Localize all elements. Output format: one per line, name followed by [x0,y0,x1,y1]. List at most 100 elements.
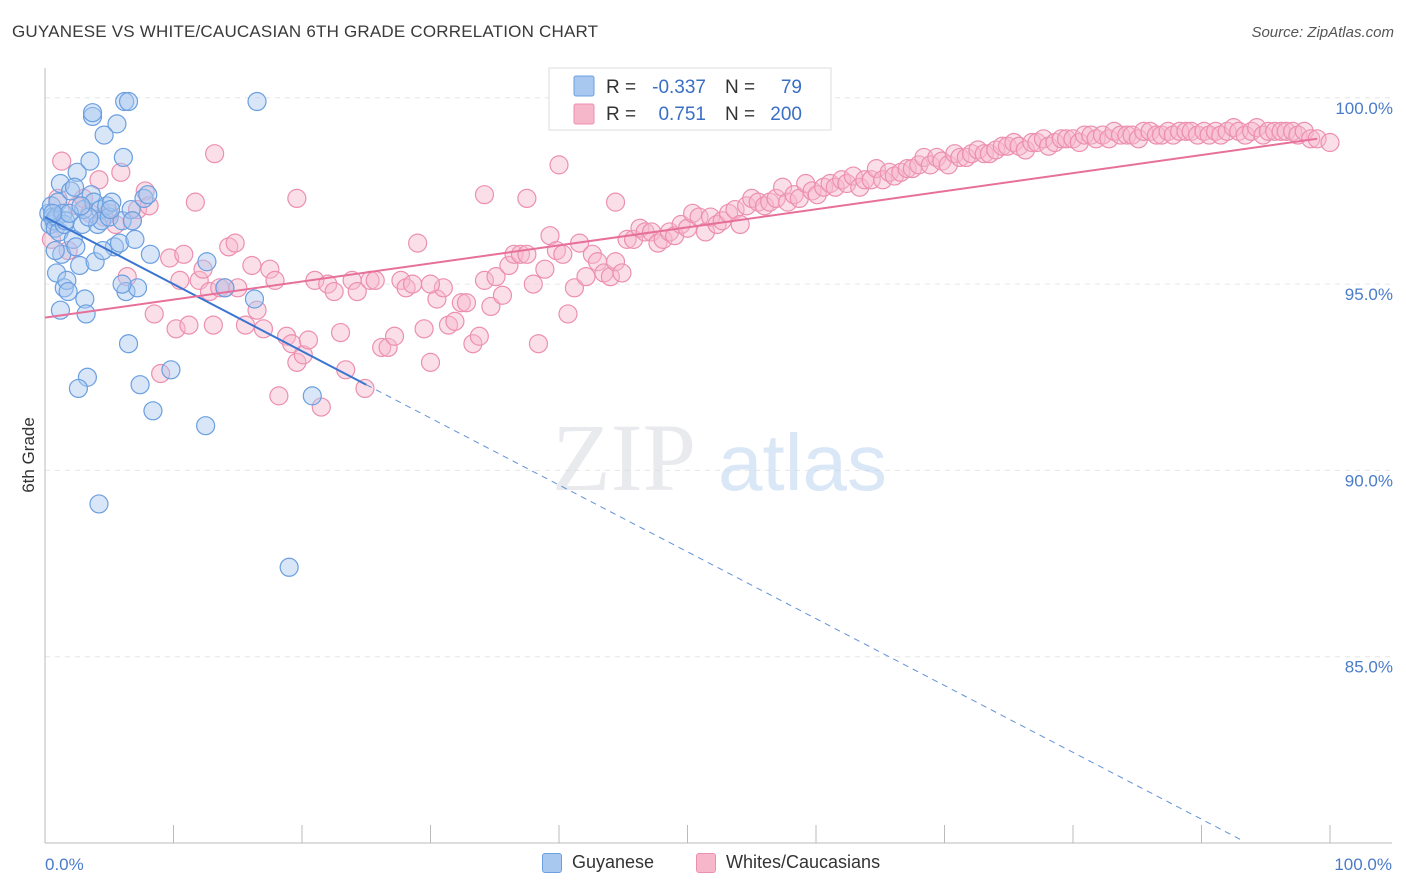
point-guyanese-73 [112,274,132,294]
point-guyanese-69 [64,177,85,197]
point-whites-36 [247,300,267,320]
point-guyanese-56 [161,360,181,380]
point-guyanese-19 [66,237,86,257]
point-guyanese-77 [89,494,109,514]
point-whites-38 [260,259,280,279]
trend-lines [44,137,1318,840]
y-axis-label: 6th Grade [19,417,38,493]
point-whites-23 [179,315,199,335]
point-whites-172 [1056,129,1077,149]
point-whites-123 [766,188,786,209]
point-whites-187 [1146,125,1167,145]
point-whites-145 [897,159,917,179]
point-guyanese-55 [143,401,163,421]
point-guyanese-17 [61,181,81,201]
point-guyanese-46 [118,334,139,354]
y-tick-label-0: 85.0% [1345,658,1393,677]
point-guyanese-70 [79,207,99,227]
point-whites-49 [324,281,344,302]
point-whites-65 [420,352,441,372]
point-whites-88 [558,304,578,324]
point-guyanese-54 [140,244,160,264]
point-whites-96 [605,252,626,272]
point-whites-125 [778,192,798,212]
point-whites-121 [754,196,775,216]
point-guyanese-25 [76,304,96,324]
point-whites-76 [486,267,506,287]
point-whites-14 [127,199,148,220]
point-whites-132 [820,173,840,194]
point-guyanese-58 [197,252,217,272]
point-whites-191 [1170,121,1190,141]
watermark-atlas: atlas [718,418,887,507]
point-guyanese-53 [138,185,158,205]
point-whites-32 [225,233,245,253]
legend-n-value-0: 79 [781,77,802,98]
point-guyanese-9 [46,263,67,283]
point-guyanese-7 [48,192,68,212]
point-whites-71 [456,293,477,313]
bottom-legend-label-whites: Whites/Caucasians [726,852,881,872]
bottom-legend-whites: Whites/Caucasians [696,852,880,873]
point-guyanese-36 [94,125,114,145]
legend-n-label-1: N = [725,104,755,125]
point-guyanese-48 [122,211,142,231]
point-whites-54 [355,378,375,399]
series-whites-caucasians [41,118,1340,417]
point-whites-205 [1253,125,1273,145]
point-whites-103 [648,233,668,253]
point-guyanese-32 [85,252,105,272]
point-guyanese-71 [93,240,113,261]
point-guyanese-65 [118,91,139,112]
point-whites-18 [151,363,171,384]
point-whites-59 [384,326,405,346]
point-whites-124 [772,177,793,197]
point-guyanese-57 [196,416,216,436]
bottom-legend-guyanese: Guyanese [542,852,654,873]
watermark-zip: ZIP [552,404,696,511]
point-whites-161 [992,136,1012,156]
point-whites-24 [185,192,205,212]
point-whites-56 [365,270,385,290]
point-guyanese-51 [130,375,150,395]
point-guyanese-39 [102,192,122,212]
point-whites-136 [843,166,863,186]
point-guyanese-44 [113,147,133,168]
point-whites-219 [549,155,569,175]
point-guyanese-63 [302,386,322,406]
point-whites-2 [52,151,72,171]
point-whites-69 [445,311,465,331]
point-whites-22 [174,244,194,264]
point-whites-154 [950,147,970,168]
point-whites-158 [974,144,994,164]
axes [44,68,1392,844]
point-guyanese-38 [99,207,119,227]
point-whites-203 [1242,121,1262,141]
bottom-legend-label-guyanese: Guyanese [572,852,655,872]
point-guyanese-42 [109,233,130,253]
point-whites-181 [1110,125,1131,145]
point-whites-152 [938,155,958,175]
point-guyanese-37 [97,196,117,216]
y-tick-label-2: 95.0% [1345,285,1393,304]
point-whites-116 [725,199,745,220]
point-whites-45 [298,330,319,350]
point-whites-133 [825,177,845,197]
point-whites-130 [807,185,827,205]
point-whites-17 [144,304,164,324]
legend-n-value-1: 200 [770,104,802,125]
point-whites-28 [203,315,223,335]
x-tick-label-1: 100.0% [1334,855,1392,874]
y-tick-labels: 85.0% 90.0% 95.0% 100.0% [1335,99,1393,677]
point-guyanese-27 [68,378,89,399]
point-whites-185 [1134,121,1154,141]
point-guyanese-52 [134,188,154,209]
point-whites-200 [1224,118,1244,138]
point-whites-221 [605,192,626,212]
point-whites-20 [166,319,186,339]
point-guyanese-60 [244,289,265,309]
point-whites-126 [784,185,804,205]
point-guyanese-50 [127,278,148,298]
point-whites-81 [517,244,537,264]
source-label: Source: ZipAtlas.com [1251,24,1394,41]
